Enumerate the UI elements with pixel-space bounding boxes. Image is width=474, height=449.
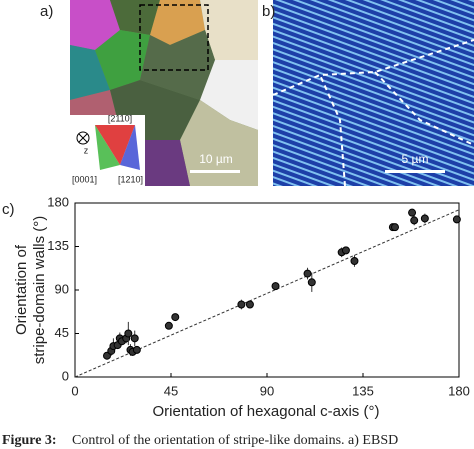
scale-bar-label: 5 µm [402,152,429,166]
point [130,334,139,343]
x-tick-label: 90 [260,383,274,398]
point [303,269,312,278]
legend-label: [2110] [108,113,132,123]
point [237,300,246,309]
legend-label: [1210] [118,174,143,184]
legend-label: z [84,145,89,155]
scale-bar-label: 10 µm [199,152,233,166]
panel-label: c) [2,201,15,218]
point [408,208,417,217]
point [245,300,254,309]
x-axis-label: Orientation of hexagonal c-axis (°) [153,403,380,420]
point [171,313,180,322]
y-axis-label: stripe-domain walls (°) [31,216,48,365]
point [307,278,316,287]
y-tick-label: 180 [47,194,69,209]
point [391,223,399,232]
x-tick-label: 45 [164,383,178,398]
point [124,329,133,338]
x-tick-label: 180 [448,383,470,398]
y-tick-label: 0 [62,368,69,383]
panel-label: a) [40,3,53,20]
x-tick-label: 0 [71,383,78,398]
point [452,215,461,224]
point [410,216,419,225]
point [164,321,173,330]
point [420,214,429,223]
y-axis-label: Orientation of [13,244,30,335]
caption-label: Figure 3: [2,433,57,448]
ebsd-map [70,0,258,186]
legend-label: [0001] [72,174,97,184]
y-tick-label: 90 [55,281,69,296]
panel-label: b) [262,3,275,20]
x-tick-label: 135 [352,383,374,398]
y-tick-label: 45 [55,325,69,340]
point [341,246,350,255]
domain-image [272,0,474,187]
point [132,345,141,354]
y-tick-label: 135 [47,238,69,253]
caption-text: Control of the orientation of stripe-lik… [72,433,398,448]
point [271,282,280,291]
point [350,257,359,265]
